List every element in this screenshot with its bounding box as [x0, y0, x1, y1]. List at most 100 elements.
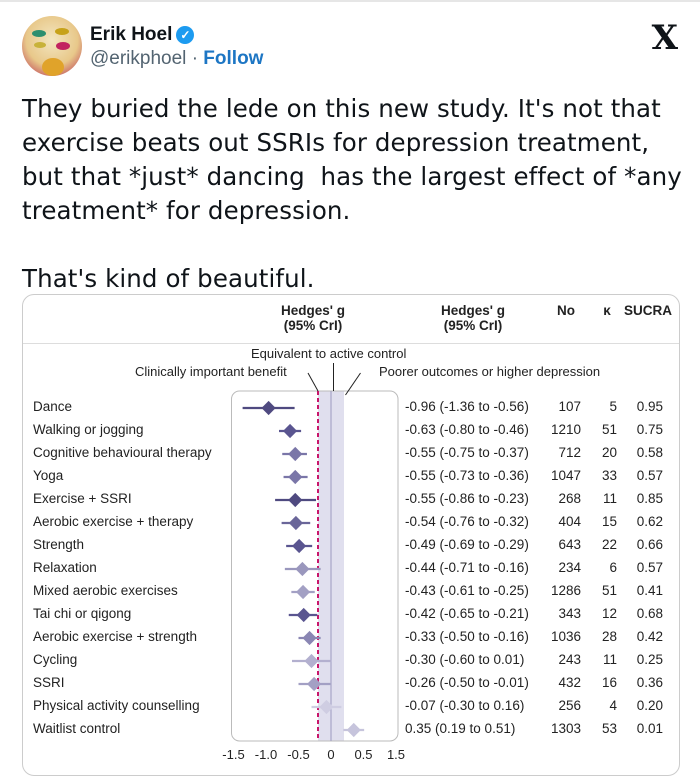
row-k: 4 — [609, 698, 617, 713]
poorer-pointer — [345, 372, 361, 396]
point-estimate — [346, 722, 361, 738]
row-sucra: 0.57 — [636, 560, 663, 575]
row-label: Mixed aerobic exercises — [33, 583, 178, 598]
x-tick-label: 0.5 — [354, 747, 373, 762]
point-estimate — [282, 423, 298, 439]
row-sucra: 0.57 — [636, 468, 663, 483]
point-estimate — [292, 538, 307, 554]
point-estimate — [307, 676, 322, 692]
row-no: 107 — [558, 399, 581, 414]
row-estimate: -0.42 (-0.65 to -0.21) — [405, 606, 529, 621]
row-no: 1036 — [550, 629, 581, 644]
x-tick-label: -0.5 — [287, 747, 310, 762]
point-estimate — [261, 400, 276, 416]
row-no: 1303 — [550, 721, 581, 736]
point-estimate — [304, 653, 319, 669]
row-k: 53 — [601, 721, 617, 736]
row-estimate: -0.49 (-0.69 to -0.29) — [405, 537, 529, 552]
poorer-annotation: Poorer outcomes or higher depression — [379, 364, 601, 379]
row-k: 20 — [601, 445, 617, 460]
row-sucra: 0.68 — [636, 606, 663, 621]
row-label: Dance — [33, 399, 73, 414]
row-estimate: -0.30 (-0.60 to 0.01) — [405, 652, 525, 667]
row-estimate: -0.44 (-0.71 to -0.16) — [405, 560, 529, 575]
top-divider — [0, 0, 700, 2]
row-sucra: 0.25 — [636, 652, 663, 667]
row-no: 1210 — [550, 422, 581, 437]
row-k: 51 — [601, 583, 617, 598]
row-k: 12 — [601, 606, 617, 621]
forest-plot-figure: Hedges' g (95% CrI) Hedges' g (95% CrI) … — [22, 294, 680, 776]
row-label: Relaxation — [33, 560, 97, 575]
row-k: 16 — [601, 675, 617, 690]
row-no: 268 — [558, 491, 581, 506]
row-label: Physical activity counselling — [33, 698, 200, 713]
point-estimate — [288, 515, 303, 531]
avatar[interactable] — [22, 16, 82, 76]
row-sucra: 0.42 — [636, 629, 663, 644]
row-sucra: 0.01 — [636, 721, 663, 736]
row-sucra: 0.85 — [636, 491, 663, 506]
row-no: 404 — [558, 514, 581, 529]
benefit-annotation: Clinically important benefit — [135, 364, 287, 379]
row-k: 33 — [601, 468, 617, 483]
row-no: 243 — [558, 652, 581, 667]
sucra-column-header: SUCRA — [623, 303, 672, 318]
row-label: Cycling — [33, 652, 78, 667]
row-estimate: -0.33 (-0.50 to -0.16) — [405, 629, 529, 644]
point-estimate — [288, 446, 303, 462]
verified-badge-icon: ✓ — [176, 26, 195, 44]
row-sucra: 0.20 — [636, 698, 663, 713]
row-estimate: -0.55 (-0.75 to -0.37) — [405, 445, 529, 460]
equivalent-annotation: Equivalent to active control — [251, 346, 407, 361]
row-k: 11 — [602, 491, 617, 506]
point-estimate — [302, 630, 317, 646]
row-sucra: 0.62 — [636, 514, 663, 529]
row-k: 22 — [601, 537, 617, 552]
x-tick-label: -1.5 — [222, 747, 245, 762]
row-no: 1047 — [550, 468, 581, 483]
row-no: 712 — [558, 445, 581, 460]
row-label: Aerobic exercise + therapy — [33, 514, 194, 529]
row-no: 343 — [558, 606, 581, 621]
row-sucra: 0.41 — [636, 583, 663, 598]
row-estimate: -0.43 (-0.61 to -0.25) — [405, 583, 529, 598]
row-label: Yoga — [33, 468, 64, 483]
row-k: 5 — [609, 399, 617, 414]
tweet-text: They buried the lede on this new study. … — [22, 94, 682, 293]
author-name[interactable]: Erik Hoel ✓ — [90, 24, 195, 46]
row-estimate: -0.63 (-0.80 to -0.46) — [405, 422, 529, 437]
row-estimate: -0.55 (-0.73 to -0.36) — [405, 468, 529, 483]
point-estimate — [295, 561, 310, 577]
row-k: 28 — [601, 629, 617, 644]
estimate-column-header: Hedges' g (95% CrI) — [441, 303, 505, 333]
row-estimate: -0.55 (-0.86 to -0.23) — [405, 491, 529, 506]
x-tick-label: -1.0 — [254, 747, 278, 762]
row-k: 11 — [602, 652, 617, 667]
row-no: 1286 — [550, 583, 581, 598]
row-label: Walking or jogging — [33, 422, 144, 437]
row-no: 234 — [558, 560, 581, 575]
row-k: 15 — [601, 514, 617, 529]
follow-button[interactable]: Follow — [203, 48, 264, 69]
row-label: Tai chi or qigong — [33, 606, 132, 621]
row-label: Exercise + SSRI — [33, 491, 132, 506]
point-estimate — [296, 607, 311, 623]
point-estimate — [295, 584, 311, 600]
row-sucra: 0.95 — [636, 399, 663, 414]
row-sucra: 0.58 — [636, 445, 663, 460]
row-no: 432 — [558, 675, 581, 690]
author-handle-row: @erikphoel · Follow — [90, 48, 264, 69]
row-no: 643 — [558, 537, 581, 552]
row-sucra: 0.66 — [636, 537, 663, 552]
author-handle[interactable]: @erikphoel — [90, 48, 187, 69]
row-label: Waitlist control — [33, 721, 121, 736]
row-estimate: 0.35 (0.19 to 0.51) — [405, 721, 516, 736]
plot-column-header: Hedges' g (95% CrI) — [281, 303, 345, 333]
row-label: Cognitive behavioural therapy — [33, 445, 212, 460]
point-estimate — [288, 469, 303, 485]
row-sucra: 0.36 — [636, 675, 663, 690]
row-label: SSRI — [33, 675, 65, 690]
x-logo-icon[interactable]: X — [651, 18, 678, 58]
k-column-header: κ — [603, 303, 611, 318]
